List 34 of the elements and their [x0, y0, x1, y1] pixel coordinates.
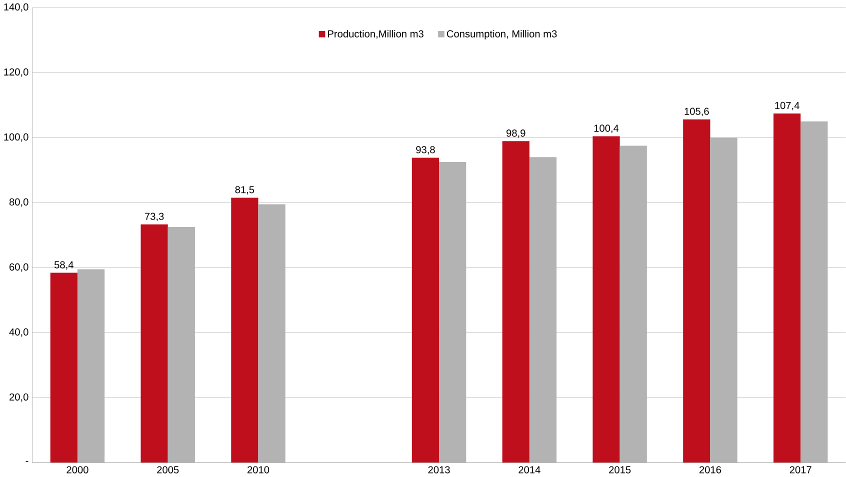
data-label: 81,5 — [235, 186, 254, 195]
bar — [683, 119, 710, 463]
data-label: 93,8 — [416, 146, 435, 155]
legend-label: Consumption, Million m3 — [446, 30, 557, 40]
y-tick-label: 20,0 — [10, 394, 28, 402]
data-label: 105,6 — [684, 108, 709, 116]
data-label: 98,9 — [506, 130, 526, 138]
bar — [231, 198, 258, 463]
bar — [502, 141, 530, 463]
y-tick-label: 120,0 — [4, 68, 28, 77]
x-tick-label: 2015 — [609, 466, 631, 474]
bar — [773, 114, 801, 463]
bar — [50, 272, 78, 463]
bar — [592, 136, 620, 463]
y-tick-label: 80,0 — [9, 198, 28, 207]
y-tick-label: - — [26, 461, 28, 462]
x-tick-label: 2016 — [699, 466, 722, 474]
x-tick-label: 2014 — [518, 466, 540, 474]
bar — [412, 158, 440, 463]
y-tick-label: 40,0 — [9, 328, 28, 337]
x-tick-label: 2017 — [790, 466, 812, 474]
bar — [140, 224, 168, 463]
x-tick-label: 2010 — [248, 466, 270, 474]
y-tick-label: 100,0 — [4, 134, 28, 142]
x-tick-label: 2000 — [66, 466, 88, 474]
legend-label: Production,Million m3 — [328, 30, 424, 39]
data-label: 58,4 — [54, 261, 74, 270]
y-tick-label: 140,0 — [4, 3, 28, 12]
y-tick-label: 60,0 — [10, 264, 28, 272]
x-tick-label: 2013 — [428, 466, 450, 474]
data-label: 107,4 — [775, 102, 800, 110]
data-label: 100,4 — [594, 124, 619, 134]
x-tick-label: 2005 — [157, 466, 179, 474]
data-label: 73,3 — [144, 212, 164, 222]
